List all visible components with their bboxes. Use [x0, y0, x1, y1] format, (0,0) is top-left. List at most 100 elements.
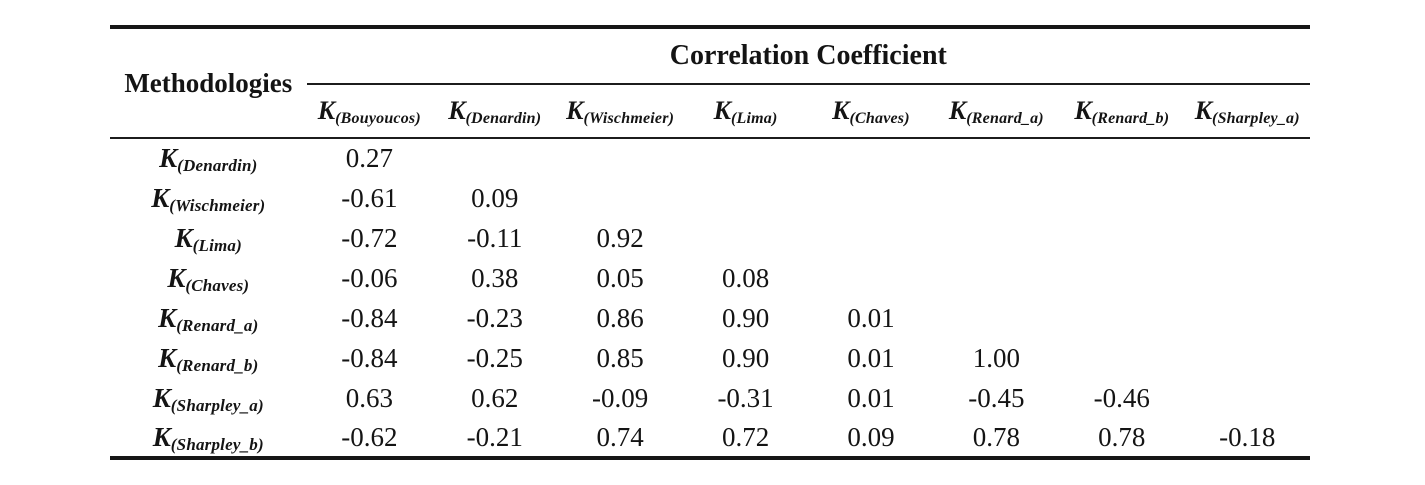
- correlation-cell: 1.00: [972, 342, 1020, 373]
- column-header-denardin: K(Denardin): [432, 84, 558, 139]
- correlation-cell: -0.46: [1093, 382, 1150, 413]
- correlation-cell: [808, 218, 933, 258]
- correlation-cell: [1184, 258, 1310, 298]
- correlation-cell: 0.78: [972, 421, 1020, 452]
- correlation-cell: [934, 298, 1059, 338]
- correlation-cell: 0.63: [345, 382, 393, 413]
- correlation-cell: 0.78: [1098, 421, 1146, 452]
- row-label-subscript: (Sharpley_a): [170, 395, 264, 415]
- correlation-cell: [934, 258, 1059, 298]
- column-header-sharpley-a: K(Sharpley_a): [1184, 84, 1310, 139]
- correlation-cell: 0.74: [596, 421, 644, 452]
- table-group-header-row: Methodologies Correlation Coefficient: [110, 27, 1310, 139]
- correlation-table: Methodologies Correlation Coefficient K(…: [110, 25, 1310, 460]
- correlation-coefficient-header: Correlation Coefficient: [306, 27, 1310, 85]
- row-label: K(Sharpley_a): [110, 378, 307, 418]
- correlation-cell: [1059, 218, 1184, 258]
- row-label-subscript: (Sharpley_b): [170, 434, 264, 454]
- correlation-cell: -0.31: [717, 382, 774, 413]
- table-row-lima: K(Lima) -0.72 -0.11 0.92: [110, 218, 1310, 258]
- column-header-symbol: K: [832, 96, 850, 125]
- column-header-symbol: K: [317, 96, 336, 125]
- correlation-cell: [934, 218, 1059, 258]
- row-label-symbol: K: [158, 342, 177, 373]
- correlation-cell: 0.90: [721, 342, 770, 373]
- correlation-cell: 0.62: [471, 382, 519, 413]
- correlation-cell: [1184, 378, 1310, 418]
- correlation-cell: 0.09: [471, 182, 519, 213]
- table-row-renard-a: K(Renard_a) -0.84 -0.23 0.86 0.90 0.01: [110, 298, 1310, 338]
- correlation-cell: [683, 178, 808, 218]
- row-label-symbol: K: [152, 382, 171, 413]
- correlation-cell: [683, 218, 808, 258]
- table-row-denardin: K(Denardin) 0.27: [110, 138, 1310, 178]
- row-label-subscript: (Denardin): [177, 156, 258, 175]
- correlation-cell: [1184, 338, 1310, 378]
- correlation-cell: -0.11: [467, 222, 523, 253]
- row-label-subscript: (Chaves): [185, 275, 250, 295]
- correlation-cell: [432, 138, 557, 178]
- methodologies-header: Methodologies: [110, 27, 307, 139]
- correlation-cell: -0.09: [592, 382, 649, 413]
- correlation-cell: -0.62: [341, 421, 398, 452]
- correlation-cell: [1184, 218, 1310, 258]
- correlation-cell: [1184, 138, 1310, 178]
- correlation-cell: [808, 178, 933, 218]
- column-header-symbol: K: [448, 96, 466, 125]
- correlation-cell: [557, 138, 682, 178]
- row-label-subscript: (Wischmeier): [169, 195, 266, 215]
- correlation-cell: [808, 138, 933, 178]
- correlation-cell: [1059, 258, 1184, 298]
- column-header-symbol: K: [1074, 96, 1092, 125]
- correlation-cell: 0.27: [345, 143, 393, 173]
- row-label-symbol: K: [152, 421, 171, 452]
- column-header-subscript: (Renard_a): [966, 110, 1044, 127]
- column-header-symbol: K: [948, 96, 967, 125]
- correlation-cell: [557, 178, 682, 218]
- column-header-subscript: (Sharpley_a): [1212, 110, 1300, 127]
- correlation-cell: [683, 138, 808, 178]
- correlation-cell: [1059, 178, 1184, 218]
- row-label-subscript: (Lima): [192, 235, 242, 255]
- row-label: K(Sharpley_b): [110, 418, 307, 458]
- column-header-bouyoucos: K(Bouyoucos): [306, 84, 433, 139]
- table-row-chaves: K(Chaves) -0.06 0.38 0.05 0.08: [110, 258, 1310, 298]
- row-label-subscript: (Renard_b): [176, 355, 259, 375]
- correlation-cell: [808, 258, 933, 298]
- correlation-cell: -0.84: [341, 342, 398, 373]
- column-header-wischmeier: K(Wischmeier): [557, 84, 683, 139]
- correlation-cell: [934, 138, 1059, 178]
- correlation-cell: -0.18: [1219, 421, 1276, 452]
- correlation-cell: [1059, 338, 1184, 378]
- row-label-symbol: K: [158, 302, 177, 333]
- column-header-subscript: (Renard_b): [1091, 110, 1170, 127]
- correlation-cell: 0.72: [721, 421, 770, 452]
- table-row-renard-b: K(Renard_b) -0.84 -0.25 0.85 0.90 0.01 1…: [110, 338, 1310, 378]
- correlation-cell: 0.01: [847, 342, 895, 373]
- column-header-renard-a: K(Renard_a): [933, 84, 1060, 139]
- correlation-cell: -0.61: [341, 182, 398, 213]
- correlation-cell: [1059, 298, 1184, 338]
- correlation-cell: 0.01: [847, 302, 895, 333]
- correlation-cell: 0.92: [596, 222, 644, 253]
- correlation-cell: 0.05: [596, 262, 644, 293]
- row-label: K(Wischmeier): [110, 178, 307, 218]
- row-label: K(Denardin): [110, 138, 307, 178]
- column-header-subscript: (Lima): [730, 110, 778, 127]
- correlation-cell: -0.84: [341, 302, 398, 333]
- row-label-symbol: K: [174, 222, 193, 253]
- row-label: K(Chaves): [110, 258, 307, 298]
- correlation-cell: [1059, 138, 1184, 178]
- row-label: K(Renard_b): [110, 338, 307, 378]
- correlation-cell: 0.01: [847, 382, 895, 413]
- table-row-sharpley-b: K(Sharpley_b) -0.62 -0.21 0.74 0.72 0.09…: [110, 418, 1310, 458]
- column-header-chaves: K(Chaves): [808, 84, 934, 139]
- correlation-cell: 0.09: [847, 421, 895, 452]
- correlation-cell: 0.86: [596, 302, 644, 333]
- table-column-header-row: K(Bouyoucos) K(Denardin) K(Wischmeier) K…: [110, 84, 1310, 139]
- column-header-lima: K(Lima): [682, 84, 809, 139]
- correlation-cell: -0.23: [466, 302, 523, 333]
- correlation-cell: [1184, 298, 1310, 338]
- row-label-symbol: K: [151, 182, 170, 213]
- column-header-renard-b: K(Renard_b): [1059, 84, 1185, 139]
